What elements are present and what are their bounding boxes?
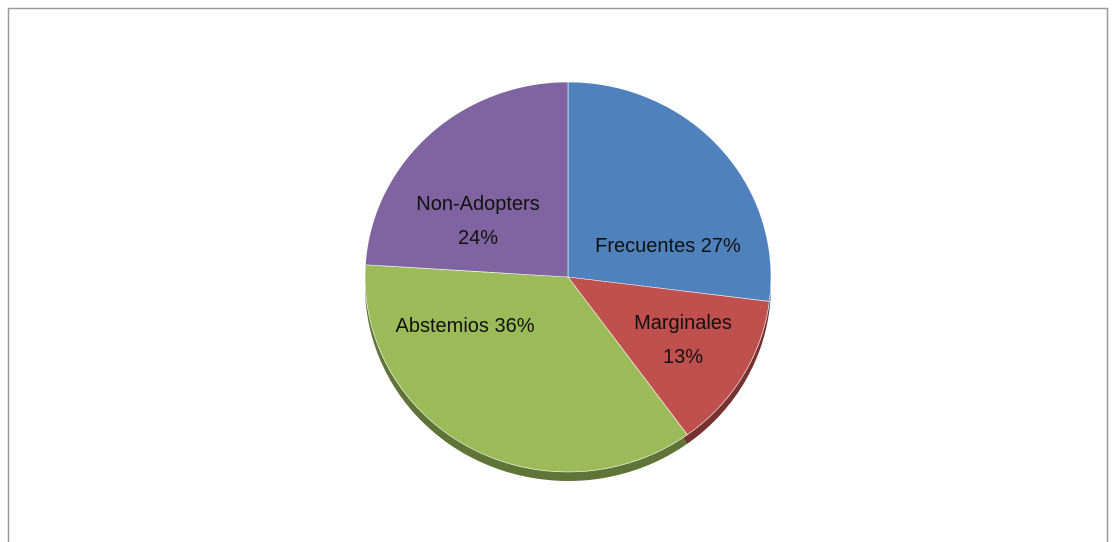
label-value: 24%: [458, 227, 498, 249]
label-value: 27%: [701, 235, 741, 257]
pie: [364, 81, 772, 473]
data-label: Non-Adopters 24%: [416, 193, 539, 249]
label-category: Abstemios: [396, 315, 489, 337]
label-category: Frecuentes: [595, 235, 695, 257]
pie-slice: [567, 276, 770, 436]
pie-slice: [567, 81, 772, 302]
pie-slice: [364, 264, 688, 473]
pie-slice: [365, 81, 569, 278]
label-category: Marginales: [634, 312, 732, 334]
data-label: Marginales 13%: [634, 312, 732, 368]
label-category: Non-Adopters: [416, 193, 539, 215]
data-label: Abstemios 36%: [396, 315, 535, 337]
chart-frame: [7, 7, 1109, 542]
data-labels: Frecuentes 27% Marginales 13% Abstemios 36%…: [396, 193, 742, 368]
label-value: 13%: [663, 346, 703, 368]
data-label: Frecuentes 27%: [595, 235, 741, 257]
label-value: 36%: [494, 315, 534, 337]
